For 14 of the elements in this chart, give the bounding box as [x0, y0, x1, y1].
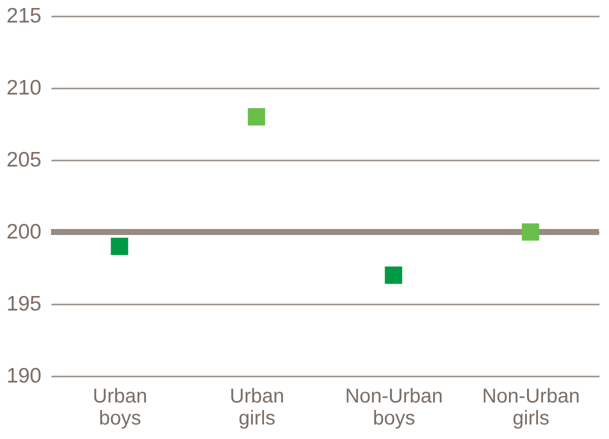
x-tick-label: Urban girls [230, 386, 284, 430]
y-tick-label: 195 [6, 292, 42, 316]
point [248, 108, 266, 126]
y-tick-label: 200 [6, 220, 42, 244]
y-tick-label: 210 [6, 76, 42, 100]
x-tick-label: Urban boys [92, 386, 148, 430]
point [384, 266, 402, 284]
y-tick-label: 215 [6, 4, 42, 28]
y-tick-label: 205 [6, 148, 42, 172]
y-tick-label: 190 [6, 364, 42, 388]
point [110, 238, 128, 256]
point [522, 223, 540, 241]
x-tick-label: Non-Urban boys [345, 386, 443, 430]
x-tick-label: Non-Urban girls [482, 386, 580, 430]
